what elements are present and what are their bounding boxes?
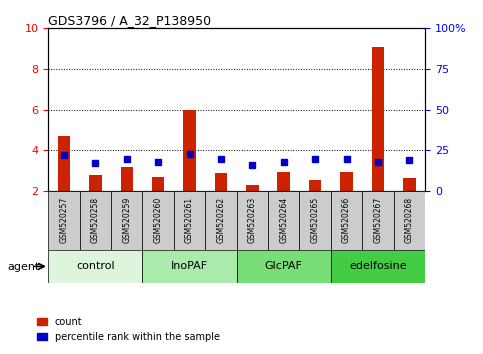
Text: GSM520268: GSM520268 [405, 197, 414, 244]
Text: GSM520267: GSM520267 [373, 197, 383, 244]
Text: GSM520263: GSM520263 [248, 197, 257, 244]
FancyBboxPatch shape [268, 191, 299, 250]
Text: InoPAF: InoPAF [171, 261, 208, 272]
Text: GSM520262: GSM520262 [216, 197, 226, 244]
Text: GlcPAF: GlcPAF [265, 261, 303, 272]
Bar [152, 177, 164, 191]
FancyBboxPatch shape [48, 191, 80, 250]
Bar [121, 167, 133, 191]
Text: GSM520264: GSM520264 [279, 197, 288, 244]
Bar [246, 185, 259, 191]
Bar [214, 173, 227, 191]
Bar [58, 136, 71, 191]
FancyBboxPatch shape [80, 191, 111, 250]
Bar [277, 172, 290, 191]
FancyBboxPatch shape [237, 191, 268, 250]
Bar [403, 178, 416, 191]
FancyBboxPatch shape [142, 250, 237, 283]
Text: GSM520260: GSM520260 [154, 197, 163, 244]
FancyBboxPatch shape [237, 250, 331, 283]
Text: control: control [76, 261, 114, 272]
Text: agent: agent [7, 262, 40, 272]
Bar [372, 47, 384, 191]
Text: GSM520258: GSM520258 [91, 197, 100, 244]
Bar [184, 110, 196, 191]
Text: GSM520266: GSM520266 [342, 197, 351, 244]
Legend: count, percentile rank within the sample: count, percentile rank within the sample [33, 313, 224, 346]
Text: GSM520261: GSM520261 [185, 197, 194, 244]
FancyBboxPatch shape [174, 191, 205, 250]
Bar [309, 180, 322, 191]
Text: edelfosine: edelfosine [349, 261, 407, 272]
FancyBboxPatch shape [205, 191, 237, 250]
Text: GSM520259: GSM520259 [122, 197, 131, 244]
Text: GSM520265: GSM520265 [311, 197, 320, 244]
Text: GDS3796 / A_32_P138950: GDS3796 / A_32_P138950 [48, 14, 212, 27]
FancyBboxPatch shape [331, 191, 362, 250]
FancyBboxPatch shape [111, 191, 142, 250]
FancyBboxPatch shape [394, 191, 425, 250]
FancyBboxPatch shape [362, 191, 394, 250]
Bar [341, 172, 353, 191]
FancyBboxPatch shape [299, 191, 331, 250]
FancyBboxPatch shape [48, 250, 142, 283]
Text: GSM520257: GSM520257 [59, 197, 69, 244]
FancyBboxPatch shape [142, 191, 174, 250]
FancyBboxPatch shape [331, 250, 425, 283]
Bar [89, 175, 102, 191]
